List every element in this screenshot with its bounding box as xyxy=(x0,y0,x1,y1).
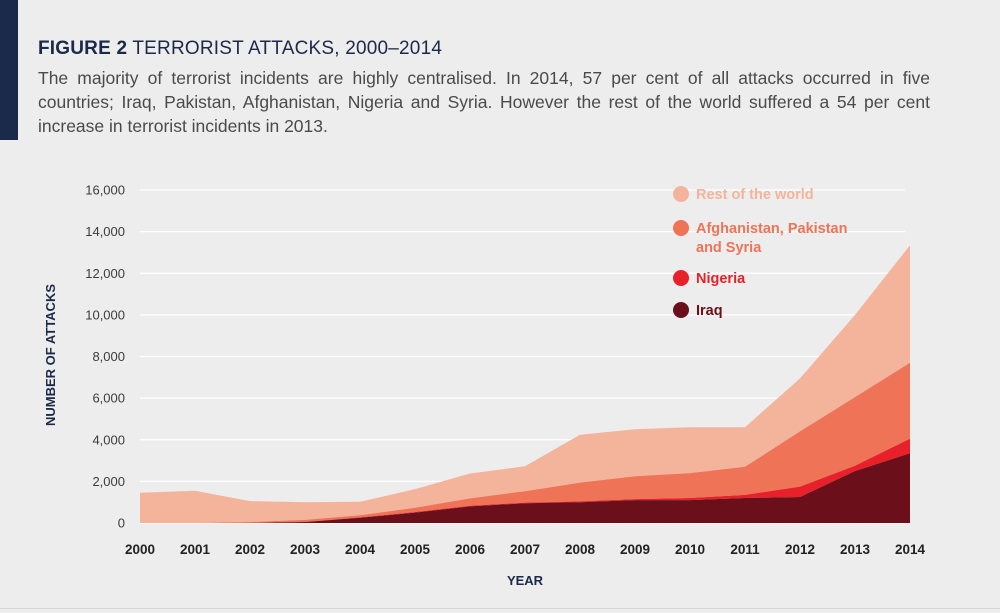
x-tick-labels: 2000 2001 2002 2003 2004 2005 2006 2007 2008 2009… xyxy=(125,542,926,557)
y-tick-label: 16,000 xyxy=(85,183,125,198)
figure-label: FIGURE 2 xyxy=(38,38,128,59)
x-tick-label: 2011 xyxy=(730,542,760,557)
y-tick-label: 4,000 xyxy=(92,432,125,447)
legend-label-nigeria: Nigeria xyxy=(696,271,746,287)
legend-swatch-afghanistan-pakistan-and-syria xyxy=(673,220,689,236)
y-tick-label: 8,000 xyxy=(92,349,125,364)
x-tick-label: 2005 xyxy=(400,542,431,557)
y-tick-labels: 0 2,000 4,000 6,000 8,000 10,000 12,000 14,000 1… xyxy=(85,183,125,531)
x-tick-label: 2006 xyxy=(455,542,486,557)
y-axis-title: NUMBER OF ATTACKS xyxy=(43,284,58,426)
y-tick-label: 14,000 xyxy=(85,224,125,239)
x-tick-label: 2010 xyxy=(675,542,705,557)
legend-swatch-nigeria xyxy=(673,270,689,286)
legend-label-iraq: Iraq xyxy=(696,303,723,319)
legend-swatch-rest-of-the-world xyxy=(673,186,689,202)
area-afghanistan-pakistan-and-syria xyxy=(140,362,910,523)
x-tick-label: 2008 xyxy=(565,542,596,557)
x-tick-label: 2013 xyxy=(840,542,871,557)
accent-bar xyxy=(0,0,18,140)
x-tick-label: 2001 xyxy=(180,542,211,557)
x-tick-label: 2003 xyxy=(290,542,321,557)
x-tick-label: 2012 xyxy=(785,542,815,557)
figure-description: The majority of terrorist incidents are … xyxy=(38,68,930,136)
x-tick-label: 2000 xyxy=(125,542,155,557)
x-tick-label: 2007 xyxy=(510,542,540,557)
x-tick-label: 2014 xyxy=(895,542,926,557)
x-tick-label: 2009 xyxy=(620,542,650,557)
x-tick-label: 2002 xyxy=(235,542,265,557)
figure-title-text: TERRORIST ATTACKS, 2000–2014 xyxy=(132,38,443,59)
bottom-divider xyxy=(0,608,1000,609)
y-tick-label: 10,000 xyxy=(85,307,125,322)
y-tick-label: 2,000 xyxy=(92,474,125,489)
area-series xyxy=(140,245,910,523)
y-tick-label: 0 xyxy=(118,516,125,531)
figure-title: FIGURE 2 TERRORIST ATTACKS, 2000–2014 xyxy=(38,38,442,60)
area-iraq xyxy=(140,453,910,523)
legend-label-rest-of-the-world: Rest of the world xyxy=(696,187,814,203)
y-tick-label: 6,000 xyxy=(92,391,125,406)
legend: Rest of the world Afghanistan, Pakistan an… xyxy=(673,186,847,319)
legend-swatch-iraq xyxy=(673,302,689,318)
y-tick-label: 12,000 xyxy=(85,266,125,281)
area-rest-of-the-world xyxy=(140,245,910,523)
x-axis-title: YEAR xyxy=(507,573,544,588)
x-tick-label: 2004 xyxy=(345,542,376,557)
legend-label-afghanistan-pakistan-and-syria: Afghanistan, Pakistan and Syria xyxy=(696,221,847,256)
